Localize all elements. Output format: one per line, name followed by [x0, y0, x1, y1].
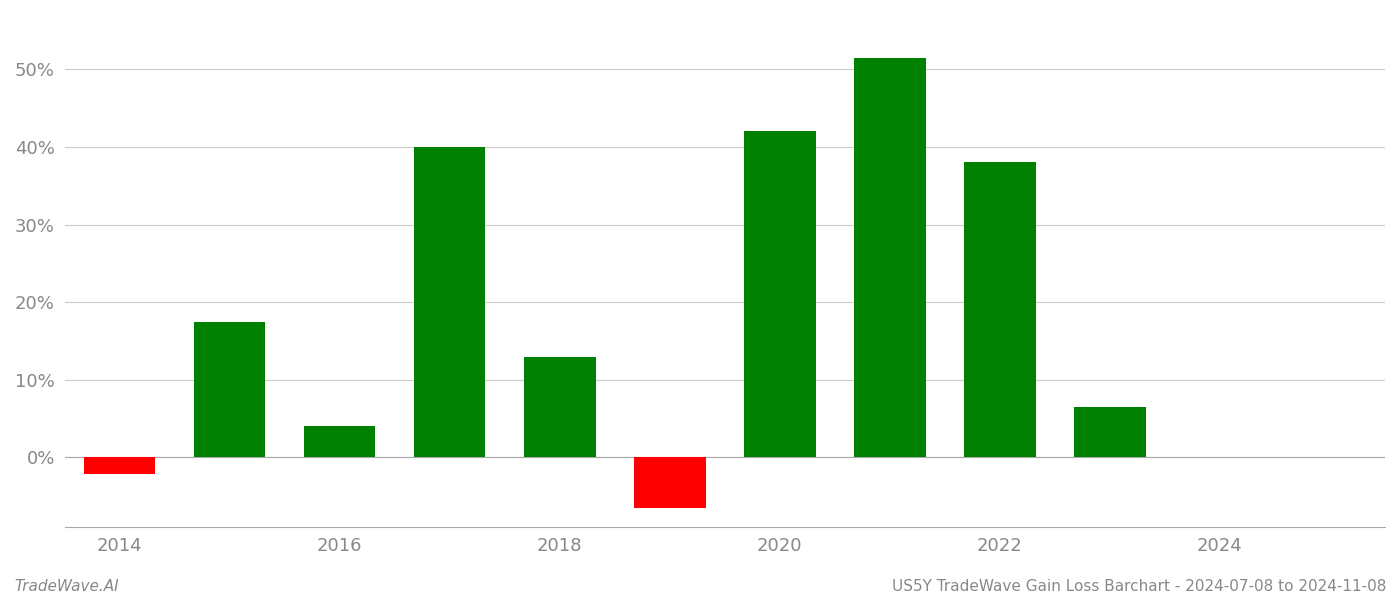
Text: TradeWave.AI: TradeWave.AI: [14, 579, 119, 594]
Text: US5Y TradeWave Gain Loss Barchart - 2024-07-08 to 2024-11-08: US5Y TradeWave Gain Loss Barchart - 2024…: [892, 579, 1386, 594]
Bar: [304, 427, 375, 457]
Bar: [193, 322, 266, 457]
Bar: [84, 457, 155, 475]
Bar: [524, 356, 595, 457]
Bar: [414, 147, 486, 457]
Bar: [965, 163, 1036, 457]
Bar: [1074, 407, 1145, 457]
Bar: [854, 58, 925, 457]
Bar: [634, 457, 706, 508]
Bar: [743, 131, 816, 457]
